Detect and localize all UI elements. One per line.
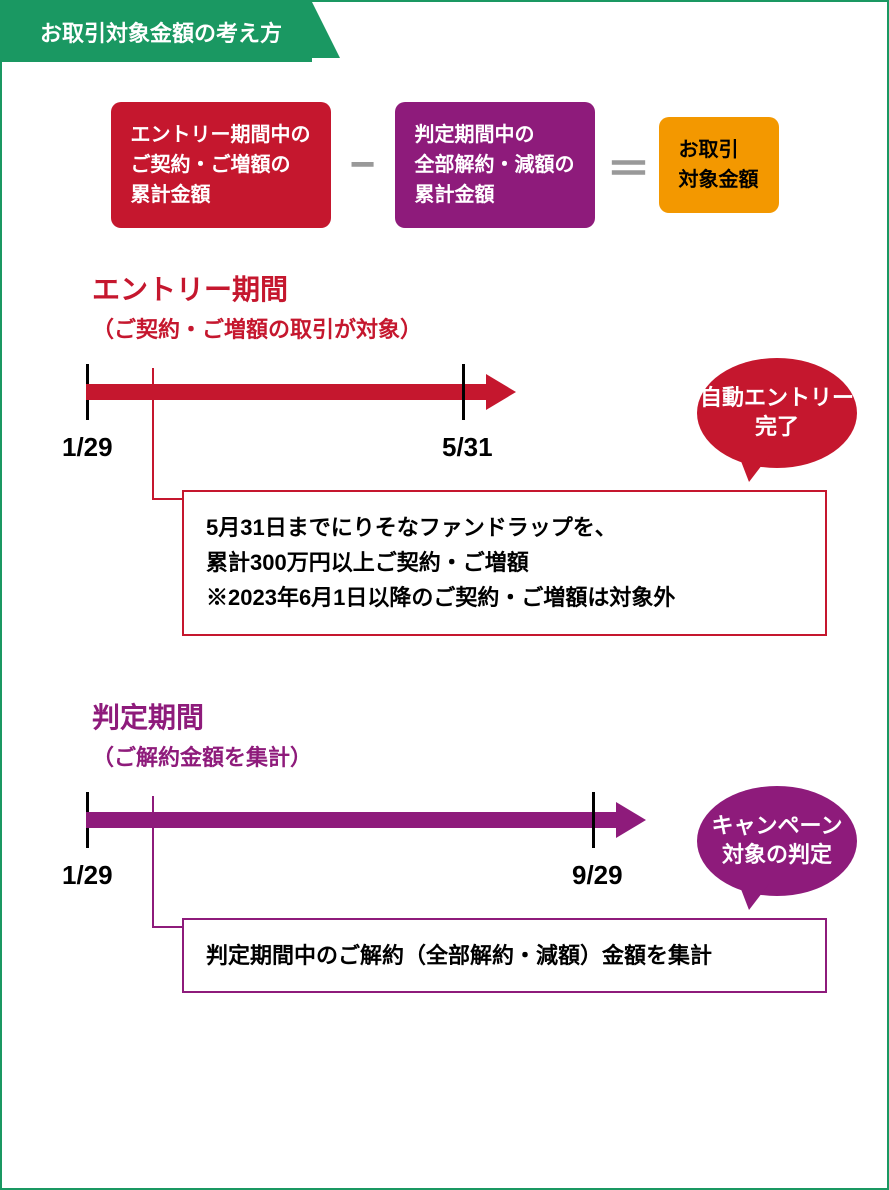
judge-connector-h [152, 926, 182, 928]
judge-title: 判定期間 [92, 696, 827, 736]
judge-bar [86, 812, 616, 828]
entry-tick-end [462, 364, 465, 420]
entry-bar [86, 384, 486, 400]
entry-date-start: 1/29 [62, 432, 113, 463]
judge-note: 判定期間中のご解約（全部解約・減額）金額を集計 [182, 918, 827, 993]
entry-bubble: 自動エントリー 完了 [697, 358, 857, 468]
judge-subtitle: （ご解約金額を集計） [92, 740, 827, 772]
entry-arrowhead-icon [486, 374, 516, 410]
judge-connector [152, 796, 154, 926]
entry-note: 5月31日までにりそなファンドラップを、 累計300万円以上ご契約・ご増額 ※2… [182, 490, 827, 636]
judge-bubble: キャンペーン 対象の判定 [697, 786, 857, 896]
entry-connector-h [152, 498, 182, 500]
main-container: お取引対象金額の考え方 エントリー期間中の ご契約・ご増額の 累計金額 − 判定… [0, 0, 889, 1190]
entry-date-end: 5/31 [442, 432, 493, 463]
judge-arrowhead-icon [616, 802, 646, 838]
entry-connector [152, 368, 154, 498]
formula-box-entry: エントリー期間中の ご契約・ご増額の 累計金額 [111, 102, 331, 228]
judge-date-end: 9/29 [572, 860, 623, 891]
header-tab: お取引対象金額の考え方 [2, 2, 312, 62]
judge-tick-end [592, 792, 595, 848]
formula-row: エントリー期間中の ご契約・ご増額の 累計金額 − 判定期間中の 全部解約・減額… [32, 102, 857, 228]
equals-icon: ＝ [607, 133, 647, 197]
minus-icon: − [343, 140, 383, 190]
entry-section: エントリー期間 （ご契約・ご増額の取引が対象） 1/29 5/31 自動エントリ… [62, 268, 827, 636]
judge-section: 判定期間 （ご解約金額を集計） 1/29 9/29 キャンペーン 対象の判定 判… [62, 696, 827, 993]
entry-title: エントリー期間 [92, 268, 827, 308]
formula-box-judge: 判定期間中の 全部解約・減額の 累計金額 [395, 102, 595, 228]
entry-subtitle: （ご契約・ご増額の取引が対象） [92, 312, 827, 344]
formula-box-result: お取引 対象金額 [659, 117, 779, 213]
judge-date-start: 1/29 [62, 860, 113, 891]
